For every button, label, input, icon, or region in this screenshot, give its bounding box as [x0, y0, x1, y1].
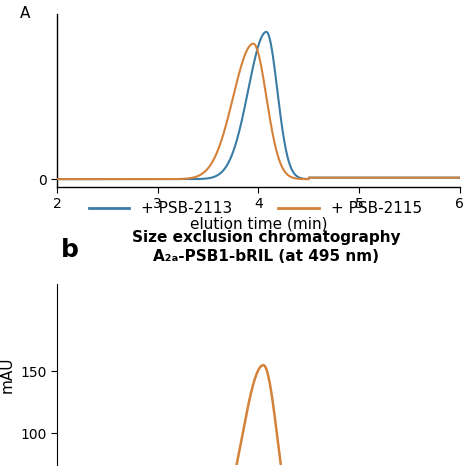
X-axis label: elution time (min): elution time (min) — [190, 217, 327, 231]
Text: b: b — [61, 238, 79, 262]
Text: + PSB-2113: + PSB-2113 — [141, 201, 233, 216]
Y-axis label: mAU: mAU — [0, 356, 15, 393]
Text: + PSB-2115: + PSB-2115 — [331, 201, 422, 216]
Text: Size exclusion chromatography
A₂ₐ-PSB1-bRIL (at 495 nm): Size exclusion chromatography A₂ₐ-PSB1-b… — [132, 229, 401, 264]
Text: A: A — [19, 6, 30, 20]
